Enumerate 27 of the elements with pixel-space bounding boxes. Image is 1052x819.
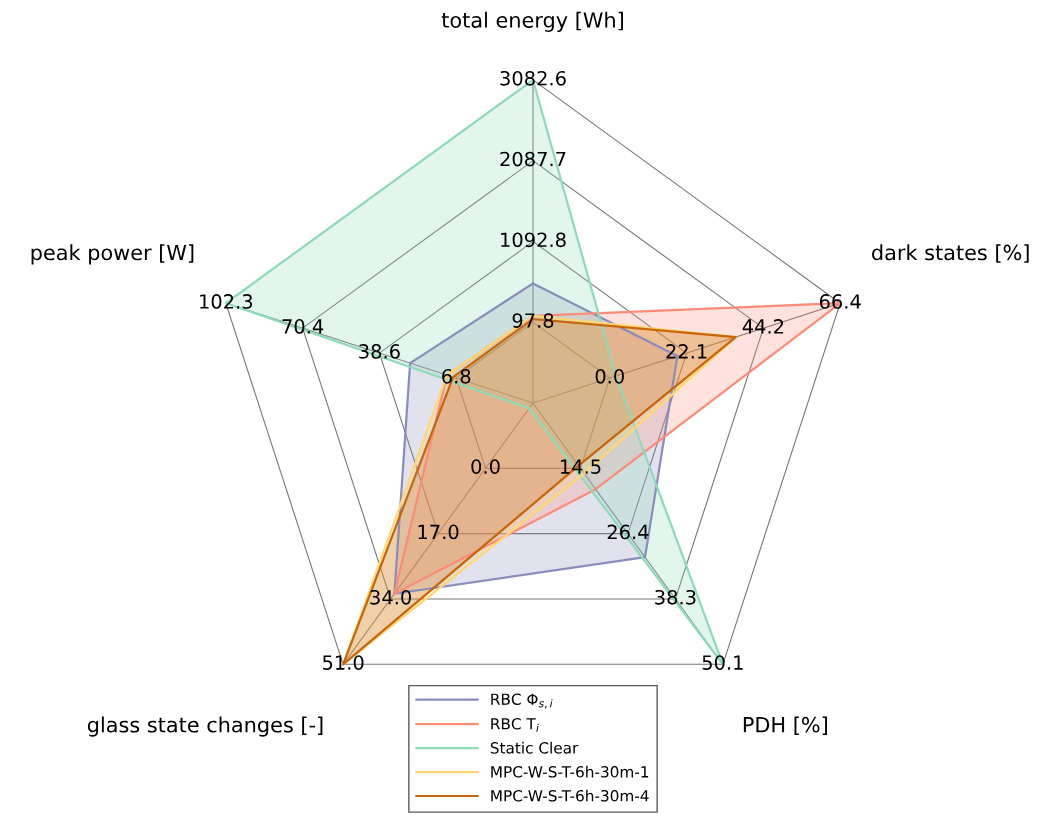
text: 70.4: [282, 319, 324, 334]
text: 51.0: [323, 655, 364, 670]
text: 66.4: [819, 294, 861, 309]
text: 34.0: [370, 589, 411, 605]
text: 2087.7: [500, 151, 566, 167]
text: 102.3: [200, 294, 253, 309]
spoke-label: total energy [Wh]: [441, 11, 623, 32]
text: 3082.6: [500, 70, 566, 86]
text: 1092.8: [501, 232, 566, 248]
legend-label: RBC T$_{i}$: [491, 718, 539, 732]
text: 44.2: [742, 319, 784, 334]
legend-label: RBC Φ$_{s,i}$: [491, 693, 553, 709]
text: 50.1: [702, 655, 743, 670]
legend-label: Static Clear: [490, 741, 579, 754]
text: 0.0: [595, 368, 624, 384]
text: 38.3: [655, 589, 696, 605]
spoke-label: dark states [%]: [872, 244, 1029, 263]
text: 38.6: [359, 344, 400, 359]
text: 17.0: [418, 524, 459, 540]
legend-label: MPC-W-S-T-6h-30m-4: [491, 789, 649, 802]
text: 26.4: [607, 524, 649, 540]
legend-label: MPC-W-S-T-6h-30m-1: [491, 765, 649, 778]
spoke-label: glass state changes [-]: [87, 716, 323, 737]
spoke-label: peak power [W]: [31, 244, 194, 265]
text: 0.0: [471, 459, 500, 474]
text: 22.1: [666, 344, 707, 359]
spoke-label: PDH [%]: [743, 716, 827, 736]
